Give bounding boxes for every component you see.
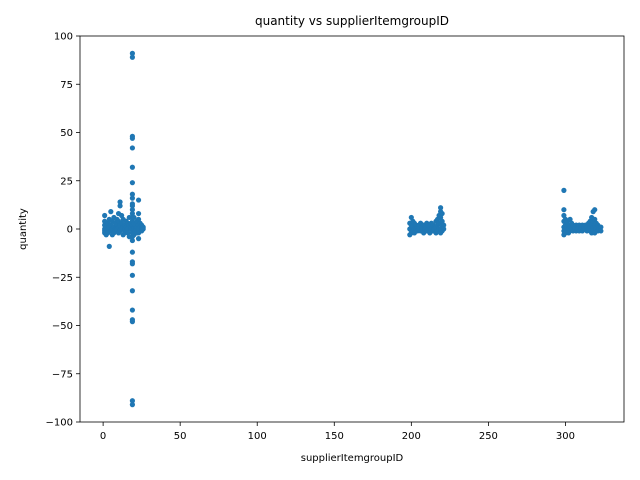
x-tick-label: 50 [174,431,187,442]
data-point [102,212,108,219]
x-tick-label: 0 [100,431,106,442]
data-point [129,261,135,267]
data-point [129,50,135,56]
y-tick-label: 50 [60,128,73,139]
y-tick-label: 75 [60,80,73,91]
data-point [117,203,123,209]
data-point [135,197,142,203]
data-point [438,205,444,211]
data-point [129,207,135,213]
data-point [129,164,135,170]
y-axis-label: quantity [18,208,29,250]
x-tick-label: 200 [402,431,421,442]
data-point [108,209,114,215]
data-point [135,236,142,242]
data-point [129,288,135,294]
data-point [439,210,445,217]
data-point [129,249,135,255]
x-axis-label: supplierItemgroupID [301,453,404,464]
x-tick-label: 300 [556,431,575,442]
data-point [561,207,567,213]
y-tick-label: −75 [52,369,73,380]
data-point [140,226,146,232]
data-point [129,398,135,404]
data-point [129,191,135,197]
chart-title: quantity vs supplierItemgroupID [255,14,449,28]
data-point [135,210,142,217]
x-axis-ticks: 0 50 100 150 200 250 300 [100,422,575,442]
data-point [598,224,604,230]
data-point [592,207,598,213]
data-point [441,226,447,232]
data-point [131,214,137,221]
data-point [129,180,135,186]
data-point [129,203,135,209]
x-tick-label: 150 [325,431,344,442]
data-point [129,237,135,244]
data-point [106,243,112,249]
y-axis-ticks: −100 −75 −50 −25 0 25 50 75 100 [46,32,80,429]
y-tick-label: 25 [60,176,73,187]
y-tick-label: −100 [46,418,73,429]
y-tick-label: −25 [52,273,73,284]
data-point [129,307,135,313]
y-tick-label: 0 [67,225,73,236]
data-point [129,135,135,141]
data-point [129,54,135,60]
x-tick-label: 250 [479,431,498,442]
data-point [561,187,567,193]
data-point [129,195,135,201]
data-point [441,222,447,228]
data-points [102,50,604,408]
data-point [117,199,123,205]
y-tick-label: 100 [54,32,73,43]
data-point [129,145,135,151]
y-tick-label: −50 [52,321,73,332]
data-point [129,272,135,278]
x-tick-label: 100 [248,431,267,442]
data-point [598,228,604,234]
data-point [129,402,135,408]
data-point [129,319,135,325]
